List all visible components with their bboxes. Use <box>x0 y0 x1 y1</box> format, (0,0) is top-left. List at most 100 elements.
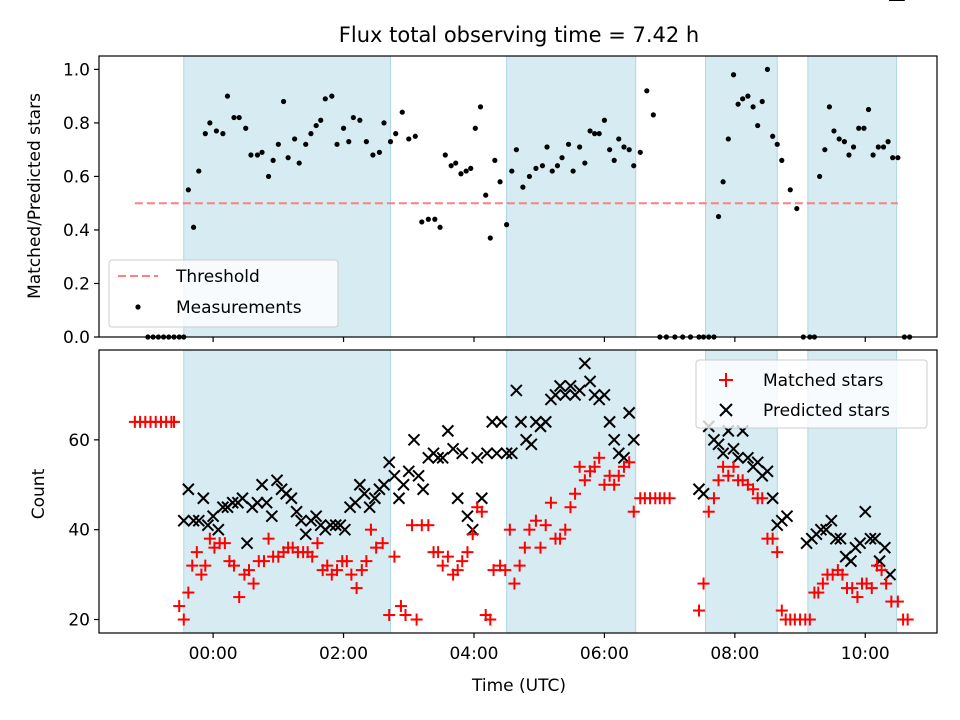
y-tick-label: 60 <box>68 431 90 451</box>
predicted-point <box>285 492 298 505</box>
measurement-point <box>817 173 823 180</box>
observing-window <box>506 55 637 338</box>
observing-window <box>506 349 637 634</box>
matched-point <box>376 537 389 550</box>
x-tick-label: 02:00 <box>319 644 368 664</box>
matched-point <box>195 568 208 581</box>
measurement-point <box>539 163 546 169</box>
y-tick-label: 1.0 <box>63 60 90 80</box>
matched-point <box>355 564 368 577</box>
measurement-point <box>350 114 356 121</box>
predicted-point <box>299 527 312 541</box>
top-legend-box <box>108 259 339 328</box>
predicted-point <box>825 514 838 527</box>
measurement-point <box>533 165 539 171</box>
measurement-point <box>880 144 887 150</box>
predicted-point <box>187 514 200 527</box>
matched-point <box>518 541 531 554</box>
predicted-point <box>627 433 640 447</box>
predicted-point <box>446 442 460 456</box>
measurement-point <box>856 125 862 131</box>
matched-point <box>503 523 516 536</box>
top-y-axis-label: Matched/Predicted stars <box>25 93 45 299</box>
matched-point <box>697 577 710 590</box>
predicted-point <box>573 384 586 397</box>
measurement-point <box>720 179 726 185</box>
matched-point <box>692 604 705 617</box>
predicted-point <box>416 483 430 496</box>
measurement-point <box>207 120 213 126</box>
measurement-point <box>616 136 622 142</box>
y-tick-label: 40 <box>68 521 90 541</box>
measurement-point <box>340 125 347 131</box>
measurement-point <box>822 147 828 153</box>
measurement-point <box>513 147 519 153</box>
predicted-point <box>236 492 249 505</box>
measurement-point <box>596 131 602 137</box>
matched-point <box>534 541 547 554</box>
matched-point <box>311 537 324 550</box>
measurement-point <box>509 168 515 174</box>
measurement-point <box>497 179 503 185</box>
measurement-point <box>425 216 431 222</box>
measurement-point <box>363 139 369 145</box>
predicted-point <box>226 496 239 509</box>
matched-point <box>901 613 914 626</box>
measurement-point <box>346 139 352 145</box>
predicted-point <box>290 505 303 518</box>
matched-point <box>766 532 779 545</box>
predicted-point <box>377 478 391 491</box>
matched-point <box>712 474 725 487</box>
predicted-point <box>559 388 572 402</box>
matched-point <box>173 600 186 613</box>
matched-point <box>608 478 621 491</box>
matched-point <box>456 555 469 568</box>
matched-point <box>186 559 199 572</box>
matched-point <box>539 519 552 532</box>
measurement-point <box>381 120 387 126</box>
matched-point <box>167 415 180 428</box>
measurement-point <box>650 112 656 118</box>
top-panel: 0.0 0.2 0.4 0.6 0.8 1.0 Matched/Predicted sta… <box>25 55 938 348</box>
predicted-point <box>751 456 764 469</box>
measurements-legend-swatch <box>135 304 141 310</box>
predicted-point <box>412 469 425 482</box>
predicted-point <box>505 447 519 460</box>
matched-point <box>410 613 423 626</box>
matched-point <box>707 492 720 505</box>
predicted-point <box>451 492 464 505</box>
predicted-point <box>441 424 455 438</box>
threshold-legend-label: Threshold <box>175 267 260 287</box>
predicted-point <box>495 415 508 429</box>
measurement-point <box>740 96 746 102</box>
predicted-point <box>780 509 794 523</box>
measurement-point <box>313 122 319 129</box>
matched-point <box>399 609 412 622</box>
measurements-legend-label: Measurements <box>176 298 302 318</box>
predicted-point <box>338 523 352 536</box>
measurement-point <box>231 114 237 121</box>
predicted-point <box>583 375 597 388</box>
predicted-point <box>814 523 828 536</box>
measurement-point <box>836 136 842 142</box>
predicted-point <box>712 438 725 451</box>
measurement-point <box>412 133 418 139</box>
predicted-point <box>766 492 779 505</box>
matched-point <box>588 460 601 473</box>
measurement-point <box>755 122 761 129</box>
predicted-point <box>358 487 371 500</box>
top-observing-windows <box>183 55 898 338</box>
measurement-point <box>387 139 394 145</box>
measurement-point <box>254 152 261 158</box>
matched-point <box>775 604 788 617</box>
measurement-point <box>861 125 867 131</box>
predicted-point <box>265 509 279 523</box>
measurement-point <box>592 131 598 137</box>
predicted-point <box>510 384 523 397</box>
measurement-point <box>220 131 226 137</box>
matched-point <box>370 541 383 554</box>
matched-point <box>461 546 474 559</box>
measurement-point <box>582 160 588 166</box>
measurement-point <box>185 187 191 193</box>
matched-point <box>247 577 260 590</box>
